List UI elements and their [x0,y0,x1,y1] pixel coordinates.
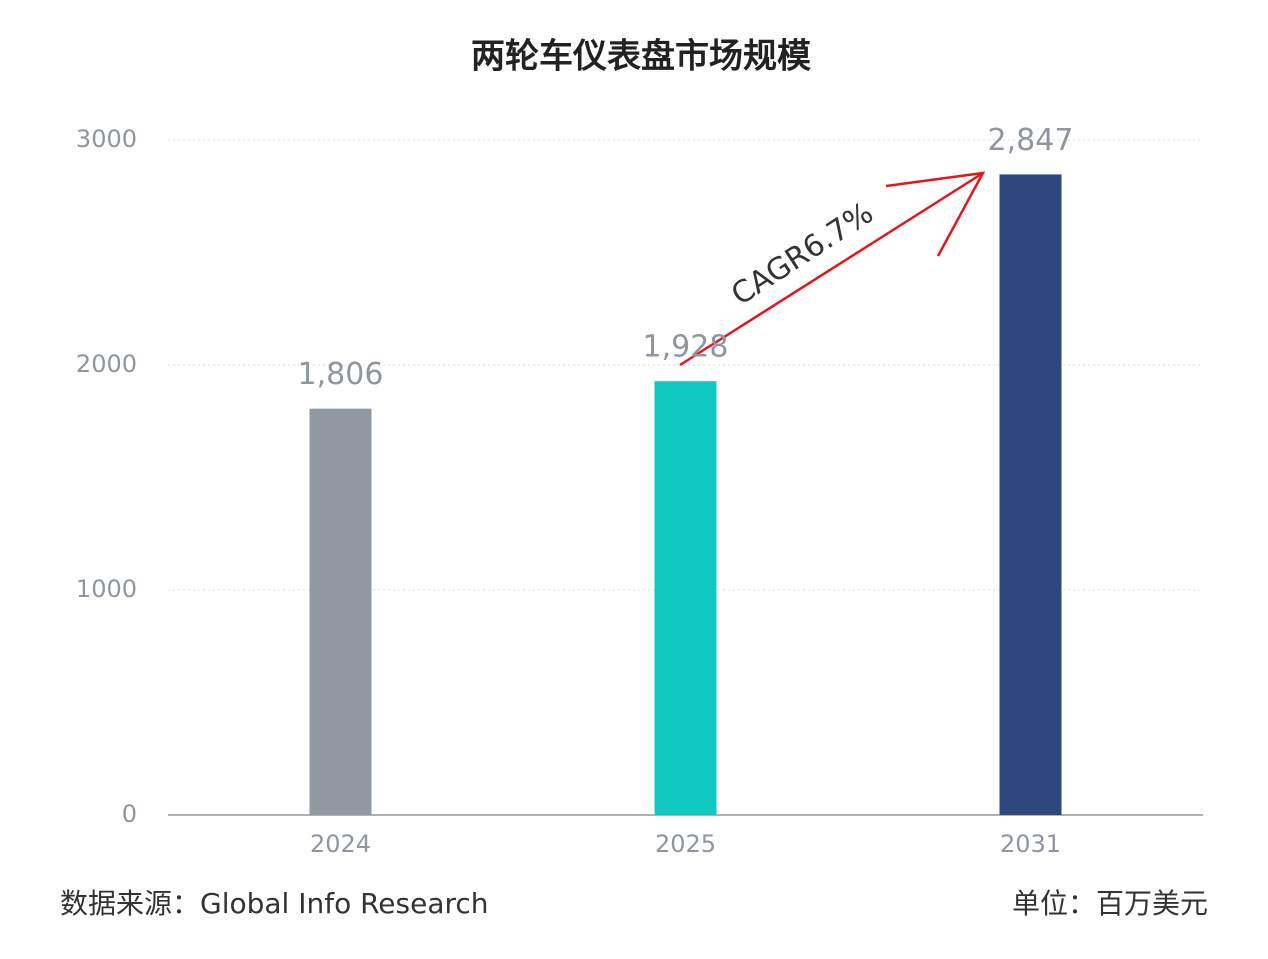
unit-note: 单位：百万美元 [1012,887,1208,920]
value-label: 1,806 [298,357,384,392]
source-note: 数据来源：Global Info Research [60,887,489,920]
x-tick-label: 2024 [310,830,371,858]
chart-title: 两轮车仪表盘市场规模 [471,37,811,77]
value-label: 2,847 [988,123,1074,158]
y-tick-label: 0 [122,800,137,828]
x-tick-label: 2031 [1000,830,1061,858]
y-tick-label: 1000 [76,575,137,603]
y-tick-label: 2000 [76,350,137,378]
x-tick-label: 2025 [655,830,716,858]
bar [654,381,717,815]
arrow-head [885,171,986,257]
value-label: 1,928 [643,330,729,365]
bar [309,408,372,815]
bar [999,174,1062,816]
y-tick-label: 3000 [76,125,137,153]
cagr-arrow [679,171,984,367]
